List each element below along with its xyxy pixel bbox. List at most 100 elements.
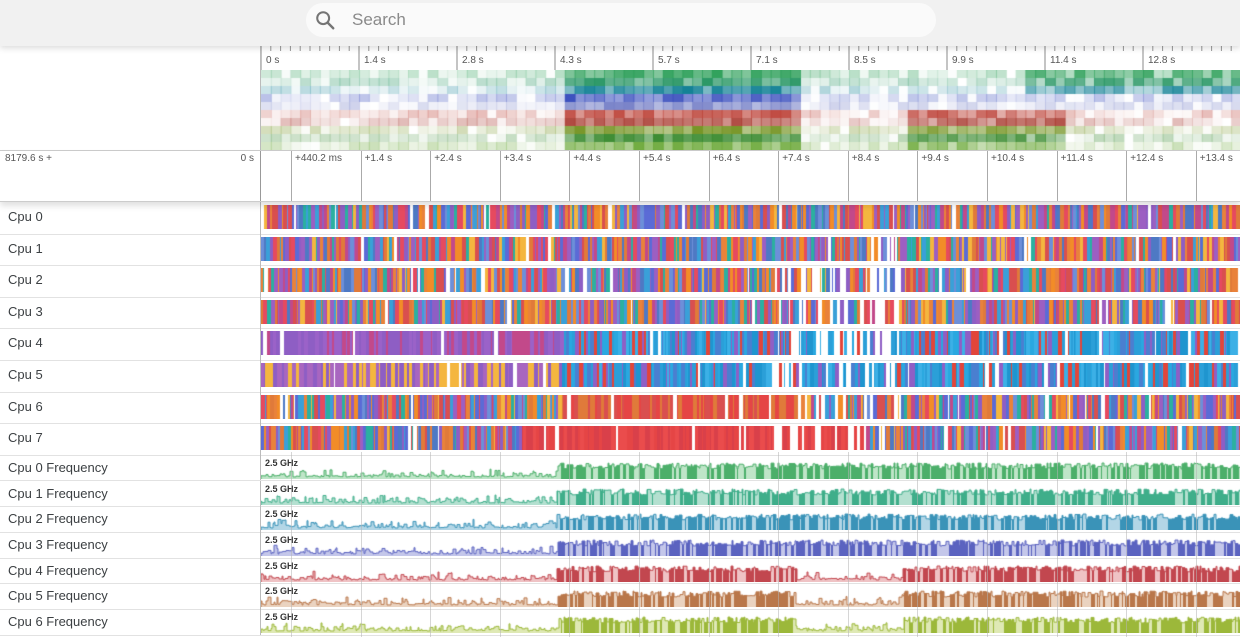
cpu-track-label: Cpu 2: [8, 272, 43, 288]
time-offset-label: 8179.6 s +: [5, 153, 52, 164]
frequency-scale-label: 2.5 GHz: [265, 534, 299, 545]
track-divider: [260, 233, 261, 266]
frequency-graph[interactable]: [261, 611, 1240, 633]
frequency-track-label: Cpu 3 Frequency: [8, 536, 108, 552]
track-divider: [260, 296, 261, 329]
overview-tick-label: 0 s: [266, 55, 280, 66]
overview-heatmap[interactable]: [261, 70, 1240, 150]
time-axis-tick-label: +440.2 ms: [295, 153, 342, 164]
search-icon: [316, 11, 335, 30]
track-list: Cpu 0 Cpu 1 Cpu 2 Cpu 3 Cpu 4 Cpu 5 Cpu 6 Cpu 7…: [0, 202, 1240, 637]
frequency-graph[interactable]: [261, 585, 1240, 608]
overview-tick-label: 7.1 s: [756, 55, 778, 66]
time-zero-label: 0 s: [240, 153, 254, 164]
frequency-track-label: Cpu 1 Frequency: [8, 485, 108, 501]
cpu-track[interactable]: Cpu 3: [0, 296, 1240, 330]
frequency-graph[interactable]: [261, 456, 1240, 479]
time-axis-tick: [1195, 151, 1197, 201]
frequency-graph[interactable]: [261, 482, 1240, 505]
cpu-frequency-track[interactable]: Cpu 2 Frequency 2.5 GHz: [0, 506, 1240, 533]
time-axis-tick: [778, 151, 780, 201]
search-box[interactable]: [306, 3, 936, 37]
overview-tick-label: 5.7 s: [658, 55, 680, 66]
cpu-slice-lane[interactable]: [261, 299, 1240, 324]
time-axis-tick: [360, 151, 362, 201]
time-axis-tick: [639, 151, 640, 201]
cpu-slice-lane[interactable]: [261, 268, 1240, 293]
cpu-frequency-track[interactable]: Cpu 6 Frequency 2.5 GHz: [0, 609, 1240, 636]
track-divider: [260, 583, 261, 609]
frequency-scale-label: 2.5 GHz: [265, 586, 299, 597]
time-axis-tick: [847, 151, 849, 201]
time-axis-tick: [291, 151, 292, 201]
cpu-track[interactable]: Cpu 6: [0, 391, 1240, 425]
cpu-track[interactable]: Cpu 5: [0, 360, 1240, 393]
time-axis[interactable]: 8179.6 s + 0 s +440.2 ms +1.4 s +2.4 s +3.4…: [0, 151, 1240, 202]
track-divider: [260, 531, 261, 558]
cpu-frequency-track[interactable]: Cpu 0 Frequency 2.5 GHz: [0, 454, 1240, 482]
cpu-slice-lane[interactable]: [261, 331, 1240, 356]
track-divider: [260, 609, 261, 635]
frequency-scale-label: 2.5 GHz: [265, 560, 299, 571]
cpu-track-label: Cpu 7: [8, 430, 43, 446]
time-axis-tick-label: +11.4 s: [1060, 153, 1093, 164]
overview-panel[interactable]: 0 s 1.4 s 2.8 s 4.3 s 5.7 s 7.1 s 8.5 s 9.9 s 11…: [0, 46, 1240, 151]
cpu-track[interactable]: Cpu 0: [0, 202, 1240, 235]
cpu-track[interactable]: Cpu 4: [0, 328, 1240, 361]
frequency-scale-label: 2.5 GHz: [265, 457, 299, 468]
time-axis-tick-label: +7.4 s: [782, 153, 810, 164]
overview-tick-label: 8.5 s: [854, 55, 876, 66]
frequency-track-label: Cpu 5 Frequency: [8, 588, 108, 604]
time-axis-tick: [1056, 151, 1058, 201]
cpu-slice-lane[interactable]: [261, 394, 1240, 419]
cpu-slice-lane[interactable]: [261, 426, 1240, 451]
time-axis-tick: [569, 151, 571, 201]
frequency-graph[interactable]: [261, 559, 1240, 582]
track-divider: [260, 423, 261, 455]
frequency-scale-label: 2.5 GHz: [265, 483, 299, 494]
cpu-frequency-track[interactable]: Cpu 1 Frequency 2.5 GHz: [0, 480, 1240, 508]
track-divider: [260, 391, 261, 424]
cpu-frequency-track[interactable]: Cpu 5 Frequency 2.5 GHz: [0, 583, 1240, 610]
track-divider: [260, 360, 261, 392]
time-axis-tick: [430, 151, 432, 201]
time-axis-tick-label: +3.4 s: [503, 153, 532, 164]
cpu-track-label: Cpu 5: [8, 367, 43, 382]
overview-tick-label: 4.3 s: [560, 55, 582, 66]
frequency-scale-label: 2.5 GHz: [265, 612, 299, 622]
time-axis-tick: [987, 151, 988, 201]
top-bar: [0, 0, 1240, 46]
time-axis-tick-label: +8.4 s: [851, 153, 880, 164]
cpu-track-label: Cpu 3: [8, 303, 43, 319]
time-axis-tick: [708, 151, 710, 201]
time-axis-tick-label: +13.4 s: [1199, 153, 1233, 164]
cpu-slice-lane[interactable]: [261, 205, 1240, 229]
overview-tick-label: 9.9 s: [952, 55, 974, 66]
track-divider: [260, 202, 261, 234]
track-divider: [260, 557, 261, 584]
frequency-graph[interactable]: [261, 533, 1240, 556]
cpu-track-label: Cpu 0: [8, 209, 43, 224]
time-axis-tick-label: +10.4 s: [991, 153, 1025, 164]
cpu-frequency-track[interactable]: Cpu 4 Frequency 2.5 GHz: [0, 557, 1240, 585]
overview-ruler-svg: [260, 46, 1232, 70]
cpu-track[interactable]: Cpu 2: [0, 265, 1240, 298]
overview-ruler[interactable]: 0 s 1.4 s 2.8 s 4.3 s 5.7 s 7.1 s 8.5 s 9.9 s 11…: [260, 46, 1240, 70]
time-axis-gutter: 8179.6 s + 0 s: [0, 151, 261, 201]
frequency-graph[interactable]: [261, 508, 1240, 531]
time-axis-tick-label: +5.4 s: [643, 153, 671, 164]
search-input[interactable]: [350, 9, 894, 31]
overview-tick-label: 1.4 s: [364, 55, 386, 66]
cpu-track-label: Cpu 4: [8, 335, 43, 351]
cpu-frequency-track[interactable]: Cpu 3 Frequency 2.5 GHz: [0, 531, 1240, 559]
overview-tick-label: 12.8 s: [1148, 55, 1176, 66]
cpu-track[interactable]: Cpu 7: [0, 423, 1240, 456]
track-divider: [260, 480, 261, 507]
track-divider: [260, 328, 261, 360]
frequency-track-label: Cpu 6 Frequency: [8, 614, 108, 629]
cpu-track[interactable]: Cpu 1: [0, 233, 1240, 267]
cpu-slice-lane[interactable]: [261, 236, 1240, 261]
cpu-slice-lane[interactable]: [261, 363, 1240, 387]
time-axis-tick-label: +9.4 s: [921, 153, 949, 164]
frequency-scale-label: 2.5 GHz: [265, 509, 299, 520]
